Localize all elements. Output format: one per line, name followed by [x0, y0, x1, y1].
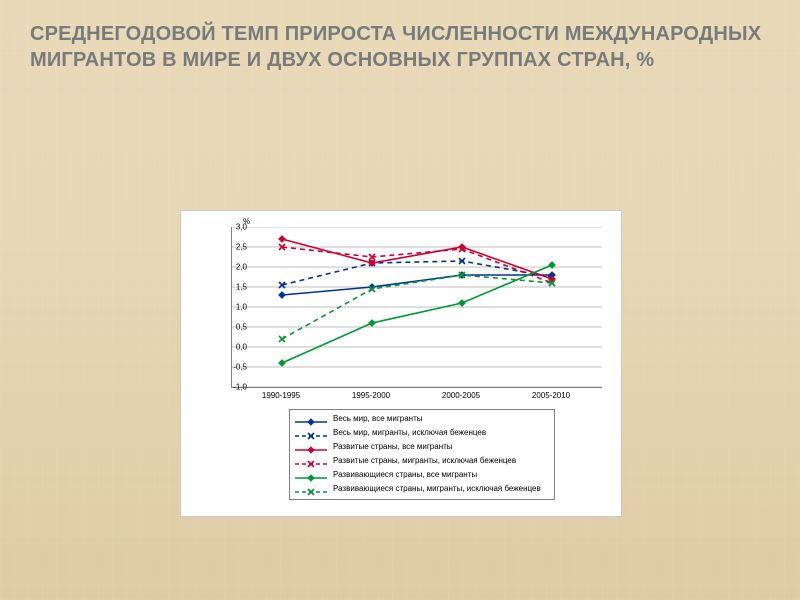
legend-row: Развивающиеся страны, мигранты, исключая…	[294, 482, 550, 496]
y-tick-label: -1,0	[207, 383, 247, 392]
marker-x	[279, 336, 285, 342]
legend-label: Развивающиеся страны, мигранты, исключая…	[333, 485, 541, 493]
marker-diamond	[279, 292, 285, 298]
y-tick-label: 2,0	[207, 263, 247, 272]
y-tick-label: 1,5	[207, 283, 247, 292]
legend-swatch	[294, 428, 328, 438]
series-line	[282, 239, 552, 279]
y-tick-label: 3,0	[207, 223, 247, 232]
gridlines	[232, 227, 602, 387]
x-tick-label: 2000-2005	[442, 391, 480, 400]
legend-label: Развитые страны, мигранты, исключая беже…	[333, 457, 516, 465]
legend-swatch	[294, 456, 328, 466]
legend-label: Весь мир, мигранты, исключая беженцев	[333, 429, 486, 437]
y-tick-label: 0,0	[207, 343, 247, 352]
legend-row: Развитые страны, мигранты, исключая беже…	[294, 454, 550, 468]
legend: Весь мир, все мигранты Весь мир, мигранты…	[289, 409, 555, 500]
x-tick-label: 1995-2000	[352, 391, 390, 400]
legend-swatch	[294, 414, 328, 424]
legend-swatch	[294, 470, 328, 480]
legend-row: Весь мир, все мигранты	[294, 412, 550, 426]
legend-row: Развивающиеся страны, все мигранты	[294, 468, 550, 482]
slide-root: СРЕДНЕГОДОВОЙ ТЕМП ПРИРОСТА ЧИСЛЕННОСТИ …	[0, 0, 800, 600]
legend-label: Развитые страны, все мигранты	[333, 443, 453, 451]
legend-swatch	[294, 484, 328, 494]
series-line	[282, 275, 552, 295]
legend-label: Развивающиеся страны, все мигранты	[333, 471, 477, 479]
y-tick-label: -0,5	[207, 363, 247, 372]
y-tick-label: 1,0	[207, 303, 247, 312]
marker-diamond	[279, 360, 285, 366]
slide-title: СРЕДНЕГОДОВОЙ ТЕМП ПРИРОСТА ЧИСЛЕННОСТИ …	[30, 22, 770, 73]
x-tick-label: 1990-1995	[262, 391, 300, 400]
marker-diamond	[459, 300, 465, 306]
y-tick-label: 2,5	[207, 243, 247, 252]
x-tick-label: 2005-2010	[532, 391, 570, 400]
marker-diamond	[279, 236, 285, 242]
legend-label: Весь мир, все мигранты	[333, 415, 423, 423]
legend-row: Весь мир, мигранты, исключая беженцев	[294, 426, 550, 440]
legend-row: Развитые страны, все мигранты	[294, 440, 550, 454]
series-group	[279, 236, 555, 366]
chart-container: % -1,0-0,50,00,51,01,52,02,53,0 1990-199…	[180, 210, 622, 517]
marker-diamond	[369, 320, 375, 326]
chart-svg	[232, 227, 602, 387]
plot-area	[231, 227, 602, 388]
y-tick-label: 0,5	[207, 323, 247, 332]
legend-swatch	[294, 442, 328, 452]
